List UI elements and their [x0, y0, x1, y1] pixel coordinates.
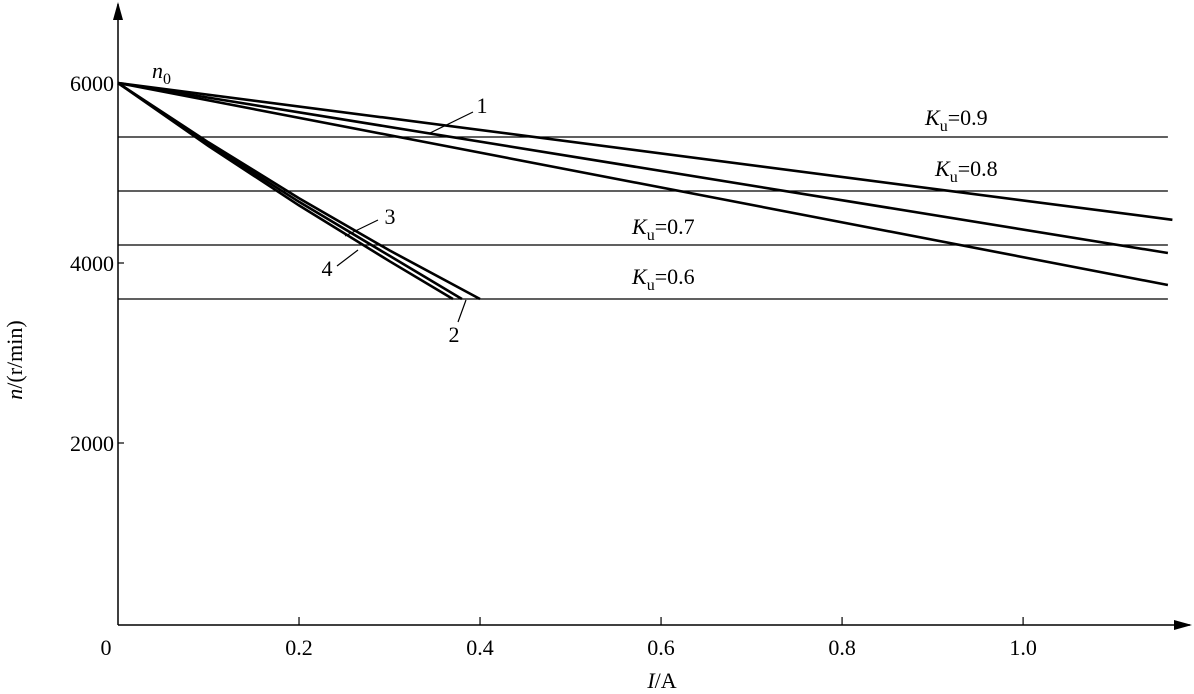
leader-line: [336, 249, 359, 267]
reference-label: Ku=0.8: [934, 156, 998, 186]
label-symbol: K: [924, 105, 941, 130]
x-tick-label: 0.4: [466, 635, 494, 660]
label-subscript: 0: [163, 71, 171, 88]
label-symbol: I: [646, 668, 656, 693]
label-symbol: K: [631, 264, 648, 289]
leader-line: [457, 299, 467, 323]
y-tick-label: 6000: [70, 71, 114, 96]
reference-label: Ku=0.9: [924, 105, 988, 135]
label-symbol: n: [2, 389, 27, 400]
label-symbol: n: [152, 58, 163, 83]
series-line: [117, 81, 463, 301]
label-text: =0.9: [948, 105, 988, 130]
label-text: =0.8: [958, 156, 998, 181]
series-line: [117, 81, 1169, 287]
x-axis-arrow: [1174, 620, 1192, 630]
label-text: /A: [655, 668, 677, 693]
series-label: 3: [385, 204, 396, 229]
label-text: =0.6: [655, 264, 695, 289]
x-tick-label: 0: [101, 635, 112, 660]
label-symbol: K: [934, 156, 951, 181]
leader-line: [344, 219, 379, 237]
label-text: =0.7: [655, 214, 695, 239]
y-tick-label: 4000: [70, 251, 114, 276]
label-symbol: K: [631, 214, 648, 239]
label-subscript: u: [647, 227, 655, 244]
label-text: /(r/min): [2, 320, 27, 388]
label-subscript: u: [950, 169, 958, 186]
series-label: 1: [477, 93, 488, 118]
reference-label: Ku=0.7: [631, 214, 695, 244]
leader-line: [429, 111, 474, 134]
y-axis-label: n/(r/min): [2, 320, 27, 399]
series-label: 4: [322, 256, 333, 281]
label-subscript: u: [647, 277, 655, 294]
series-line: [117, 81, 1169, 255]
reference-label: Ku=0.6: [631, 264, 695, 294]
x-axis-label: I/A: [646, 668, 676, 693]
origin-label: n0: [152, 58, 171, 88]
label-subscript: u: [940, 118, 948, 135]
series-line: [117, 81, 1173, 222]
x-tick-label: 1.0: [1009, 635, 1037, 660]
x-tick-label: 0.6: [647, 635, 675, 660]
series-label: 2: [449, 322, 460, 347]
y-axis-arrow: [113, 2, 123, 20]
x-tick-label: 0.8: [828, 635, 856, 660]
y-tick-label: 2000: [70, 431, 114, 456]
x-tick-label: 0.2: [285, 635, 313, 660]
